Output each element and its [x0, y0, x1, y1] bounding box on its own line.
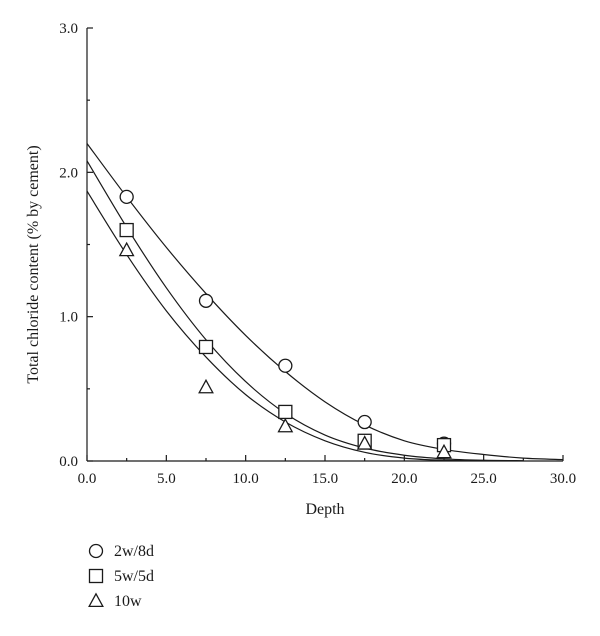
y-tick-label: 0.0 — [59, 454, 78, 470]
x-tick-label: 5.0 — [157, 471, 176, 487]
fit-curve-square — [86, 160, 524, 462]
data-point-circle — [278, 358, 293, 373]
legend: 2w/8d 5w/5d 10w — [88, 543, 154, 610]
y-axis-title: Total chloride content (% by cement) — [25, 145, 42, 383]
fit-curves — [86, 143, 564, 462]
legend-item: 2w/8d — [88, 543, 154, 560]
data-point-square — [119, 222, 134, 238]
data-point-triangle — [436, 443, 452, 459]
y-tick-label: 1.0 — [59, 310, 78, 326]
y-tick-label: 2.0 — [59, 165, 78, 181]
data-point-triangle — [277, 417, 294, 433]
data-point-square — [198, 339, 214, 355]
x-tick-label: 25.0 — [471, 471, 497, 487]
x-axis-title: Depth — [305, 501, 344, 518]
legend-marker-square — [88, 568, 104, 584]
legend-marker-triangle — [88, 592, 104, 608]
y-tick-label: 3.0 — [59, 21, 78, 37]
data-point-triangle — [198, 378, 214, 394]
x-tick-label: 0.0 — [78, 471, 97, 487]
x-tick-label: 15.0 — [312, 471, 338, 487]
data-point-triangle — [356, 435, 373, 450]
legend-item: 10w — [88, 592, 142, 610]
legend-marker-circle — [88, 543, 104, 559]
data-point-triangle — [118, 241, 135, 257]
legend-label: 10w — [114, 593, 142, 610]
data-point-circle — [119, 189, 134, 205]
data-markers — [118, 189, 452, 459]
data-point-circle — [198, 293, 214, 308]
legend-label: 2w/8d — [114, 543, 154, 560]
legend-label: 5w/5d — [114, 568, 154, 585]
x-tick-label: 30.0 — [550, 471, 576, 487]
x-tick-label: 10.0 — [233, 471, 259, 487]
data-point-circle — [357, 414, 372, 430]
legend-item: 5w/5d — [88, 568, 154, 585]
fit-curve-circle — [86, 143, 564, 461]
data-point-square — [278, 404, 293, 420]
axes: 0.0 5.0 10.0 15.0 20.0 25.0 30.0 0.0 1.0 2.0 3.0 — [59, 21, 576, 487]
x-tick-label: 20.0 — [391, 471, 417, 487]
